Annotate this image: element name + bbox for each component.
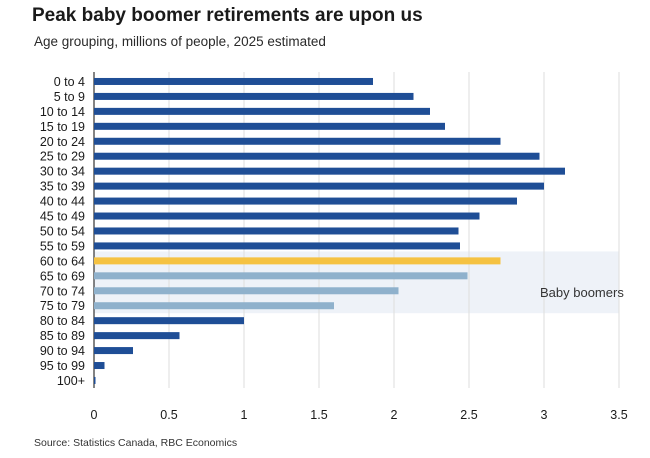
category-label: 95 to 99 — [40, 359, 85, 373]
category-label: 75 to 79 — [40, 299, 85, 313]
category-label: 0 to 4 — [54, 75, 85, 89]
bar — [94, 212, 480, 220]
bar — [94, 227, 459, 235]
bar — [94, 272, 468, 280]
bar — [94, 107, 430, 115]
bar — [94, 197, 517, 205]
category-label: 100+ — [57, 374, 85, 388]
category-label: 80 to 84 — [40, 314, 85, 328]
bar — [94, 287, 399, 295]
category-label: 60 to 64 — [40, 254, 85, 268]
bar — [94, 77, 373, 85]
chart-subtitle: Age grouping, millions of people, 2025 e… — [34, 34, 326, 49]
x-tick-label: 1 — [241, 408, 248, 422]
bar — [94, 317, 244, 325]
bar — [94, 137, 501, 145]
category-label: 40 to 44 — [40, 195, 85, 209]
bar — [94, 122, 445, 130]
bars — [94, 77, 565, 384]
category-label: 70 to 74 — [40, 284, 85, 298]
category-label: 45 to 49 — [40, 210, 85, 224]
x-tick-label: 3 — [541, 408, 548, 422]
category-label: 10 to 14 — [40, 105, 85, 119]
category-label: 55 to 59 — [40, 239, 85, 253]
category-label: 90 to 94 — [40, 344, 85, 358]
category-label: 50 to 54 — [40, 224, 85, 238]
category-label: 5 to 9 — [54, 90, 85, 104]
bar — [94, 152, 540, 160]
bar — [94, 347, 133, 355]
bar — [94, 257, 501, 265]
bar — [94, 332, 180, 340]
x-axis-ticks: 0 0.5 1 1.5 2 2.5 3 3.5 — [91, 408, 628, 422]
bar — [94, 362, 105, 370]
x-tick-label: 0 — [91, 408, 98, 422]
category-label: 30 to 34 — [40, 165, 85, 179]
bar — [94, 182, 544, 190]
x-tick-label: 1.5 — [310, 408, 327, 422]
category-label: 65 to 69 — [40, 269, 85, 283]
x-tick-label: 2 — [391, 408, 398, 422]
category-label: 35 to 39 — [40, 180, 85, 194]
x-tick-label: 2.5 — [460, 408, 477, 422]
category-label: 15 to 19 — [40, 120, 85, 134]
chart-source: Source: Statistics Canada, RBC Economics — [34, 437, 238, 449]
chart-title: Peak baby boomer retirements are upon us — [32, 5, 423, 26]
bar — [94, 376, 96, 384]
category-label: 20 to 24 — [40, 135, 85, 149]
category-label: 85 to 89 — [40, 329, 85, 343]
bar — [94, 167, 565, 175]
x-tick-label: 0.5 — [160, 408, 177, 422]
bar — [94, 92, 414, 100]
baby-boomers-annotation: Baby boomers — [540, 285, 624, 300]
category-label: 25 to 29 — [40, 150, 85, 164]
x-tick-label: 3.5 — [610, 408, 627, 422]
bar — [94, 302, 334, 310]
bar — [94, 242, 460, 250]
